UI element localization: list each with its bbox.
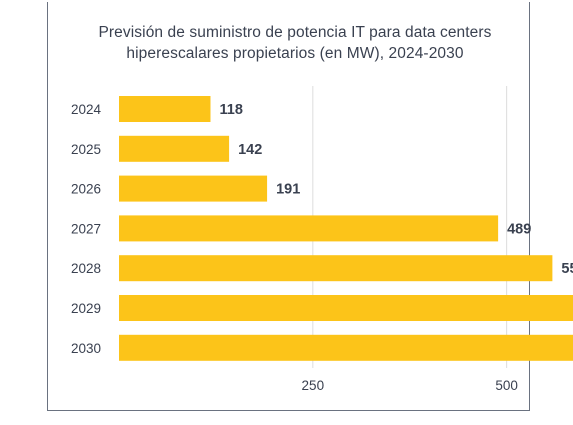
y-tick-label: 2028 <box>71 261 101 276</box>
data-label: 191 <box>276 182 300 198</box>
chart-title-line-1: Previsión de suministro de potencia IT p… <box>98 24 492 41</box>
data-label: 489 <box>507 221 531 237</box>
chart-frame <box>47 2 530 411</box>
y-tick-label: 2030 <box>71 341 101 356</box>
x-tick-label: 250 <box>302 378 325 393</box>
x-tick-label: 500 <box>495 378 518 393</box>
chart-title-line-2: hiperescalares propietarios (en MW), 202… <box>126 45 464 62</box>
data-label: 559 <box>561 261 573 277</box>
bar-2026 <box>119 175 268 202</box>
bar-2027 <box>119 215 499 242</box>
bar-2030 <box>119 334 573 361</box>
data-label: 118 <box>219 102 242 118</box>
data-labels: 118142191489559722832 <box>219 102 573 277</box>
bar-2025 <box>119 135 230 162</box>
chart-title: Previsión de suministro de potencia IT p… <box>60 22 530 64</box>
bar-2028 <box>119 255 553 282</box>
x-axis-labels: 2505007501.000 <box>302 378 518 393</box>
y-tick-label: 2029 <box>71 301 101 316</box>
bar-2029 <box>119 295 573 321</box>
bar-2024 <box>119 96 211 122</box>
y-axis-labels: 2024 2025 2026 2027 2028 2029 2030 <box>71 102 102 356</box>
y-tick-label: 2026 <box>71 182 101 197</box>
y-tick-label: 2027 <box>71 221 101 236</box>
bars <box>119 96 573 361</box>
data-label: 142 <box>238 142 262 158</box>
y-tick-label: 2024 <box>71 102 102 117</box>
y-tick-label: 2025 <box>71 142 101 157</box>
